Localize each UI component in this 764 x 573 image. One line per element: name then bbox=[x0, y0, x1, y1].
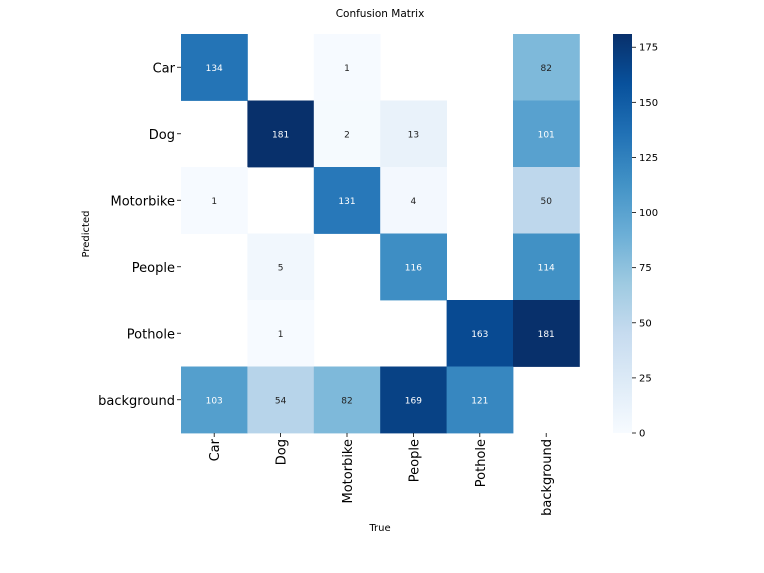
x-tick-label: People bbox=[407, 439, 422, 482]
x-tick-labels: Car Dog Motorbike People Pothole background bbox=[208, 433, 555, 516]
colorbar: 0 25 50 75 100 125 150 175 bbox=[613, 34, 658, 440]
x-tick-label: Dog bbox=[275, 439, 290, 465]
cell-value-label: 54 bbox=[275, 396, 287, 406]
colorbar-tick-label: 0 bbox=[639, 429, 645, 440]
cell-value-label: 1 bbox=[344, 64, 350, 74]
colorbar-tick-label: 150 bbox=[639, 98, 658, 109]
colorbar-tick-label: 175 bbox=[639, 43, 658, 54]
y-tick-label: background bbox=[98, 394, 175, 409]
cell-value-label: 116 bbox=[405, 263, 422, 273]
cell-value-label: 82 bbox=[540, 64, 551, 74]
chart-title: Confusion Matrix bbox=[336, 8, 425, 20]
y-tick-label: Motorbike bbox=[111, 194, 176, 209]
heatmap-cell bbox=[513, 100, 580, 168]
heatmap-cell bbox=[513, 167, 580, 234]
heatmap-cell bbox=[313, 167, 381, 234]
heatmap-cell bbox=[446, 300, 514, 367]
colorbar-gradient bbox=[613, 34, 632, 433]
cell-value-label: 181 bbox=[272, 130, 289, 140]
heatmap-cell bbox=[380, 167, 447, 234]
heatmap-cell bbox=[247, 300, 315, 367]
cell-value-label: 169 bbox=[405, 396, 422, 406]
heatmap-cell bbox=[513, 233, 580, 301]
heatmap-cell bbox=[446, 366, 514, 434]
colorbar-tick-label: 75 bbox=[639, 263, 652, 274]
x-tick-label: Pothole bbox=[474, 439, 489, 487]
heatmap-cell bbox=[247, 366, 315, 434]
x-tick-label: background bbox=[540, 439, 555, 516]
x-tick-label: Car bbox=[208, 438, 223, 461]
y-tick-label: Pothole bbox=[127, 327, 175, 342]
cell-value-label: 101 bbox=[538, 130, 555, 140]
heatmap-cell bbox=[513, 300, 580, 367]
heatmap-cell bbox=[181, 34, 248, 101]
colorbar-tick-label: 25 bbox=[639, 373, 652, 384]
y-tick-label: Dog bbox=[149, 128, 175, 143]
cell-value-label: 1 bbox=[278, 330, 284, 340]
heatmap-cell bbox=[313, 366, 381, 434]
cell-value-label: 13 bbox=[408, 130, 419, 140]
cell-value-label: 82 bbox=[341, 396, 352, 406]
heatmap-cell bbox=[313, 100, 381, 168]
heatmap-cell bbox=[181, 167, 248, 234]
heatmap-cell bbox=[513, 34, 580, 101]
colorbar-tick-label: 125 bbox=[639, 153, 658, 164]
y-tick-labels: Car Dog Motorbike People Pothole background bbox=[98, 61, 181, 409]
cell-value-label: 50 bbox=[540, 197, 552, 207]
cell-value-label: 121 bbox=[471, 396, 488, 406]
cell-value-label: 114 bbox=[538, 263, 555, 273]
y-axis-label: Predicted bbox=[81, 211, 92, 258]
heatmap-cell bbox=[313, 34, 381, 101]
cell-value-label: 131 bbox=[338, 197, 355, 207]
cell-value-label: 1 bbox=[211, 197, 217, 207]
x-axis-label: True bbox=[368, 523, 390, 534]
cell-value-label: 103 bbox=[206, 396, 223, 406]
cell-value-label: 163 bbox=[471, 330, 488, 340]
heatmap-cell bbox=[247, 100, 315, 168]
cell-value-label: 4 bbox=[411, 197, 417, 207]
cell-value-label: 181 bbox=[538, 330, 555, 340]
colorbar-tick-label: 50 bbox=[639, 318, 652, 329]
heatmap-cell bbox=[181, 366, 248, 434]
heatmap-cells: 134 1 82 181 2 13 101 1 131 4 50 5 116 114 1 163 181 103 5… bbox=[181, 34, 580, 434]
colorbar-tick-label: 100 bbox=[639, 208, 658, 219]
heatmap-cell bbox=[380, 233, 447, 301]
x-tick-label: Motorbike bbox=[341, 439, 356, 504]
heatmap-cell bbox=[247, 233, 315, 301]
heatmap-cell bbox=[380, 366, 447, 434]
y-tick-label: People bbox=[132, 261, 175, 276]
cell-value-label: 2 bbox=[344, 130, 350, 140]
heatmap-cell bbox=[380, 100, 447, 168]
cell-value-label: 5 bbox=[278, 263, 284, 273]
cell-value-label: 134 bbox=[206, 64, 223, 74]
y-tick-label: Car bbox=[153, 61, 176, 76]
